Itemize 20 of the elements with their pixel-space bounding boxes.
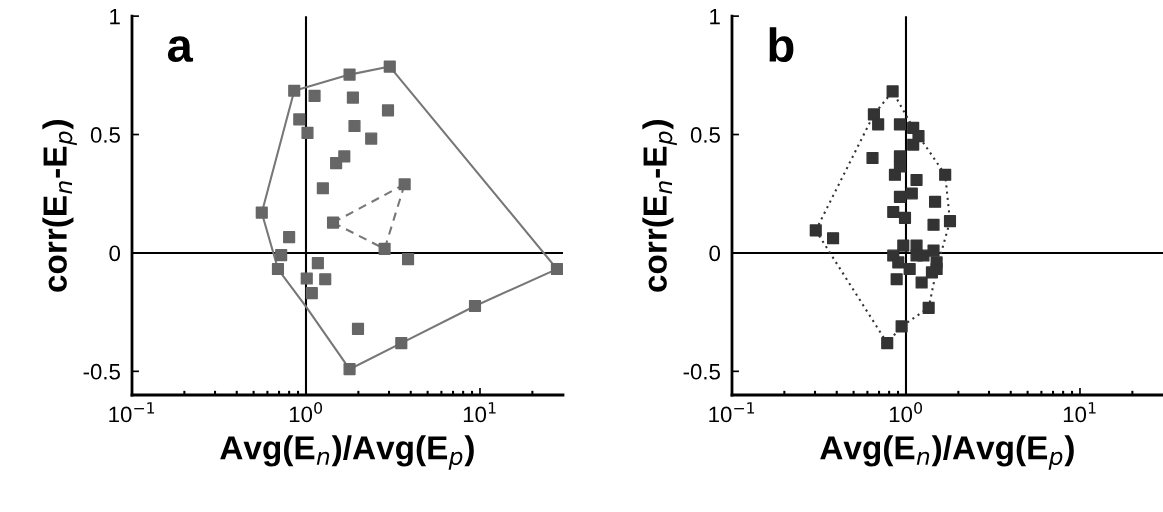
y-tick-label: -0.5 — [683, 363, 720, 380]
x-tick-label: 10$^{−1}$ — [709, 402, 755, 423]
y-tick-label: -0.5 — [83, 363, 120, 380]
y-tick-label: 0 — [709, 245, 721, 262]
x-tick-label: 10$^{−1}$ — [109, 402, 155, 423]
annotation: a — [167, 36, 194, 63]
x-axis-title: Avg(E$_{n}$)/Avg(E$_{p}$) — [820, 435, 1074, 470]
x-axis-title: Avg(E$_{n}$)/Avg(E$_{p}$) — [220, 435, 474, 470]
y-tick-label: 0.5 — [690, 127, 720, 143]
annotation: b — [769, 27, 794, 63]
x-tick-label: 10$^{0}$ — [289, 402, 323, 423]
x-tick-label: 10$^{1}$ — [463, 402, 496, 423]
y-axis-title: corr(E$_{n}$-E$_{p}$) — [642, 120, 677, 292]
y-axis-title: corr(E$_{n}$-E$_{p}$) — [42, 120, 77, 292]
y-tick-label: 1 — [110, 8, 120, 25]
x-tick-label: 10$^{0}$ — [889, 402, 922, 423]
x-tick-label: 10$^{1}$ — [1063, 402, 1096, 423]
y-tick-label: 0.5 — [90, 127, 120, 143]
y-tick-label: 0 — [109, 245, 121, 262]
y-tick-label: 1 — [710, 8, 720, 25]
